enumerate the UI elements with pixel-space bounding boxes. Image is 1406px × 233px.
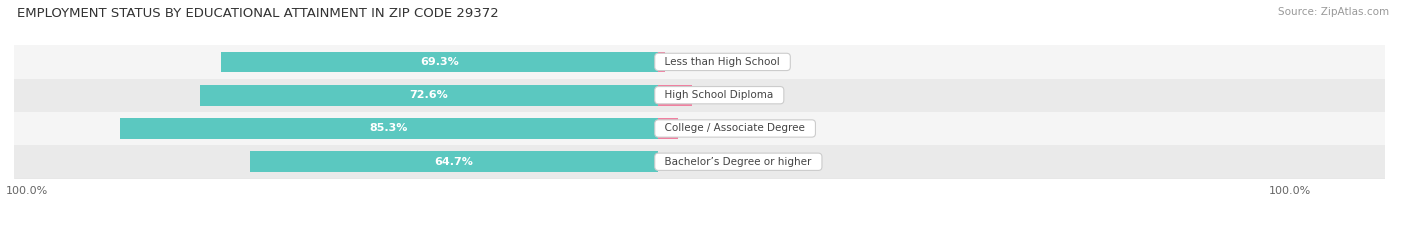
Text: Source: ZipAtlas.com: Source: ZipAtlas.com — [1278, 7, 1389, 17]
Bar — [658, 85, 692, 106]
Text: EMPLOYMENT STATUS BY EDUCATIONAL ATTAINMENT IN ZIP CODE 29372: EMPLOYMENT STATUS BY EDUCATIONAL ATTAINM… — [17, 7, 499, 20]
Text: 69.3%: 69.3% — [420, 57, 458, 67]
Text: 1.1%: 1.1% — [676, 57, 704, 67]
Bar — [221, 51, 658, 72]
Bar — [120, 118, 658, 139]
Bar — [250, 151, 658, 172]
Text: 3.1%: 3.1% — [689, 123, 717, 134]
Bar — [658, 118, 678, 139]
Text: Bachelor’s Degree or higher: Bachelor’s Degree or higher — [658, 157, 818, 167]
Bar — [14, 112, 1385, 145]
Bar — [200, 85, 658, 106]
Bar — [14, 145, 1385, 178]
Text: 72.6%: 72.6% — [409, 90, 449, 100]
Text: Less than High School: Less than High School — [658, 57, 787, 67]
Text: College / Associate Degree: College / Associate Degree — [658, 123, 811, 134]
Text: High School Diploma: High School Diploma — [658, 90, 780, 100]
Bar — [658, 51, 665, 72]
Text: 64.7%: 64.7% — [434, 157, 474, 167]
Text: 0.0%: 0.0% — [669, 157, 697, 167]
Bar — [14, 45, 1385, 79]
Text: 85.3%: 85.3% — [370, 123, 408, 134]
Bar — [14, 79, 1385, 112]
Text: 5.3%: 5.3% — [703, 90, 731, 100]
